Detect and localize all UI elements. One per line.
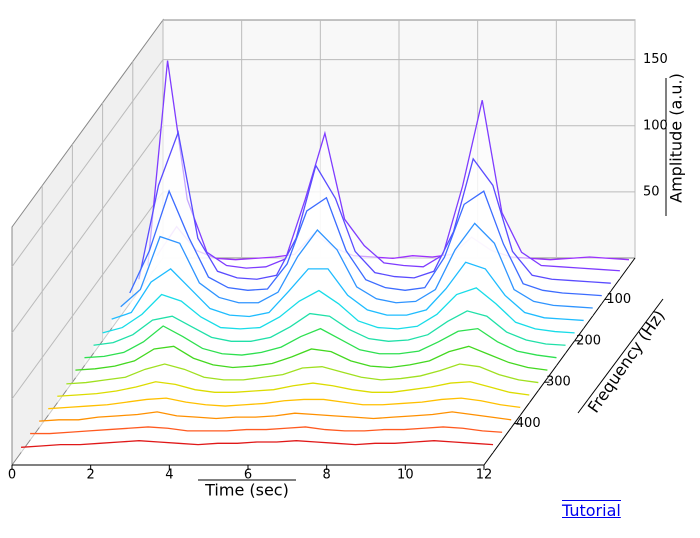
trace-fill: [48, 398, 521, 416]
trace-line: [48, 397, 521, 410]
z-tick-label: 150: [643, 52, 668, 67]
trace-line: [21, 440, 494, 448]
trace-fill: [39, 411, 512, 428]
x-tick-label: 10: [397, 468, 414, 483]
trace-line: [75, 345, 548, 371]
trace-line: [102, 287, 575, 334]
x-tick-label: 4: [165, 468, 173, 483]
trace-fill: [75, 346, 548, 379]
y-tick-label: 100: [606, 292, 631, 307]
trace-line: [147, 60, 620, 272]
trace-fill: [66, 364, 539, 391]
y-title-overline: [577, 298, 664, 414]
trace-line: [93, 310, 566, 346]
trace-line: [120, 222, 593, 309]
trace-fill: [84, 325, 557, 366]
trace-line: [39, 411, 512, 422]
x-tick-label: 6: [244, 468, 252, 483]
trace-line: [30, 426, 503, 435]
x-axis-title: Time (sec): [204, 481, 289, 500]
trace-line: [138, 130, 611, 284]
y-axis-line: [483, 257, 636, 466]
trace-fill: [57, 381, 530, 403]
x-tick-label: 8: [323, 468, 331, 483]
grid-line: [11, 59, 635, 267]
trace-line: [129, 189, 602, 297]
trace-fill: [30, 426, 503, 441]
trace-line: [66, 363, 539, 385]
z-tick-label: 50: [643, 184, 660, 199]
trace-line: [84, 325, 557, 359]
x-tick-label: 0: [8, 468, 16, 483]
y-tick-label: 200: [576, 333, 601, 348]
z-tick-label: 100: [643, 118, 668, 133]
trace-line: [57, 381, 530, 397]
x-tick-label: 2: [87, 468, 95, 483]
z-axis-title: Amplitude (a.u.): [667, 73, 686, 203]
y-axis-title: Frequency (Hz): [584, 307, 669, 417]
tutorial-link[interactable]: Tutorial: [562, 500, 621, 520]
x-tick-label: 12: [476, 468, 493, 483]
y-tick-label: 400: [516, 416, 541, 431]
trace-line: [111, 261, 584, 322]
y-tick-label: 300: [546, 375, 571, 390]
trace-line: [156, 225, 630, 261]
